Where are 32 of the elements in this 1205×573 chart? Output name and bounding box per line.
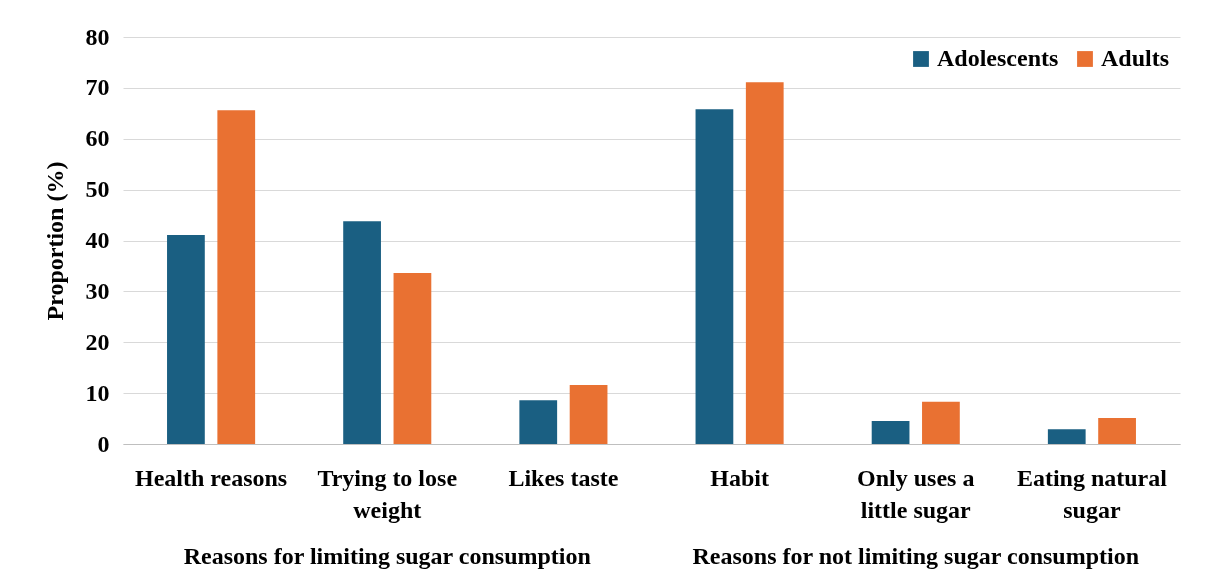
- x-tick-label: Likes taste: [508, 464, 619, 491]
- bar: [745, 82, 784, 444]
- y-tick-label: 40: [85, 227, 110, 253]
- x-tick-label: Trying to lose weight: [317, 464, 458, 523]
- y-tick-label: 30: [85, 277, 110, 304]
- bar: [1098, 418, 1136, 444]
- x-tick-label: Only uses a little sugar: [857, 464, 975, 523]
- x-tick-label: Health reasons: [134, 464, 288, 491]
- text: Reasons for limiting sugar consumption: [183, 543, 591, 569]
- bar: [695, 109, 734, 444]
- y-tick-label: 20: [85, 328, 110, 355]
- bar: [393, 273, 432, 444]
- bar: [217, 110, 256, 444]
- bar: [343, 221, 381, 444]
- x-tick-label: Habit: [710, 464, 769, 491]
- bar: [569, 384, 608, 444]
- y-axis-title: Proportion (%): [41, 161, 68, 321]
- y-tick-label: 0: [97, 430, 110, 457]
- bar: [922, 401, 960, 444]
- x-tick-label: Eating natural sugar: [1016, 464, 1168, 523]
- bar: [871, 421, 910, 444]
- y-tick-label: 50: [85, 176, 110, 203]
- y-tick-label: 70: [85, 74, 110, 101]
- legend-label: Adolescents: [937, 45, 1059, 71]
- y-tick-label: 60: [85, 125, 110, 152]
- bar: [1047, 429, 1086, 444]
- y-tick-label: 80: [85, 23, 110, 50]
- text: Reasons for not limiting sugar consumption: [692, 543, 1140, 569]
- bar: [167, 234, 205, 444]
- bar: [519, 400, 558, 444]
- legend-label: Adults: [1101, 45, 1170, 71]
- y-tick-label: 10: [85, 379, 110, 406]
